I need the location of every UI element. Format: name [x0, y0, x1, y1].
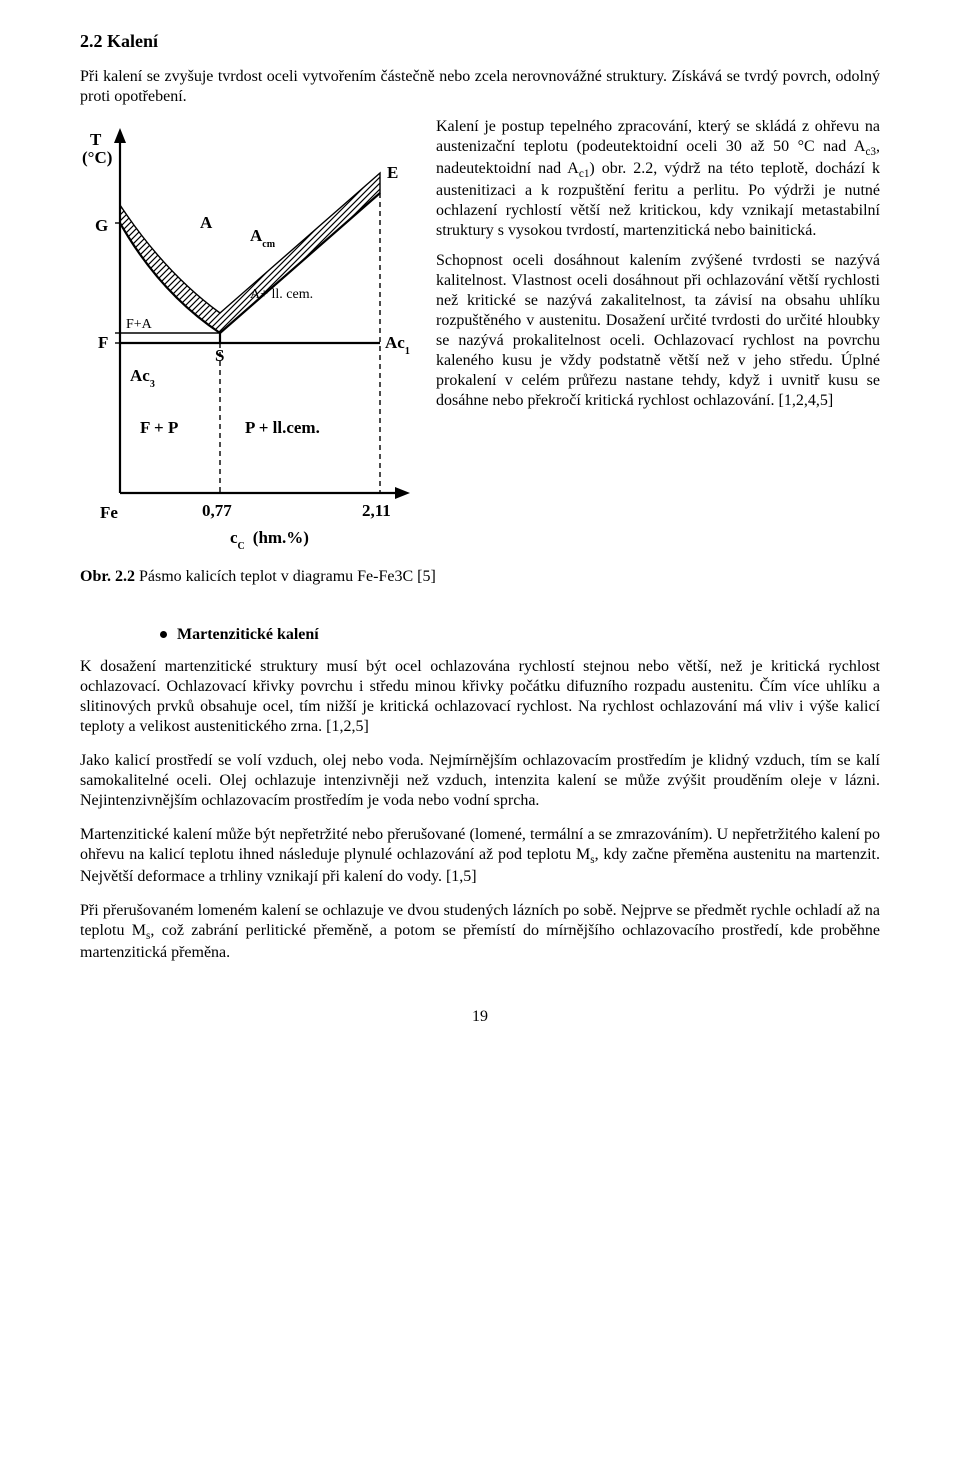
label-P-ll: P + ll.cem. — [245, 418, 320, 437]
body-p1: K dosažení martenzitické struktury musí … — [80, 657, 880, 737]
label-Fe: Fe — [100, 503, 118, 522]
label-077: 0,77 — [202, 501, 232, 520]
intro-paragraph: Při kalení se zvyšuje tvrdost oceli vytv… — [80, 67, 880, 107]
figure-and-text-row: T (°C) G A Acm E A+ ll. cem. F+A F S Ac1… — [80, 117, 880, 553]
figure-caption: Obr. 2.2 Pásmo kalicích teplot v diagram… — [80, 567, 880, 587]
p4-frag-b: , což zabrání perlitické přeměně, a poto… — [80, 922, 880, 961]
fe-fe3c-diagram: T (°C) G A Acm E A+ ll. cem. F+A F S Ac1… — [80, 123, 420, 553]
col-paragraph-2: Schopnost oceli dosáhnout kalením zvýšen… — [436, 251, 880, 411]
body-p2: Jako kalicí prostředí se volí vzduch, ol… — [80, 751, 880, 811]
label-degC: (°C) — [82, 148, 112, 167]
label-211: 2,11 — [362, 501, 391, 520]
bullet-icon — [160, 631, 167, 638]
label-G: G — [95, 216, 108, 235]
p1-sub2: c1 — [579, 168, 590, 180]
label-A: A — [200, 213, 213, 232]
page-number: 19 — [80, 1007, 880, 1027]
heading-title: Kalení — [107, 31, 158, 51]
figcaption-label: Obr. 2.2 — [80, 568, 135, 585]
label-FP: F + P — [140, 418, 178, 437]
label-cc: cC(hm.%) — [230, 528, 309, 552]
body-p3: Martenzitické kalení může být nepřetržit… — [80, 825, 880, 887]
p1-sub1: c3 — [865, 146, 876, 158]
label-FA: F+A — [126, 317, 153, 332]
label-Acm: Acm — [250, 226, 276, 250]
p1-frag-a: Kalení je postup tepelného zpracování, k… — [436, 118, 880, 155]
diagram-column: T (°C) G A Acm E A+ ll. cem. F+A F S Ac1… — [80, 117, 420, 553]
section-heading: 2.2 Kalení — [80, 30, 880, 53]
heading-number: 2.2 — [80, 31, 103, 51]
body-p4: Při přerušovaném lomeném kalení se ochla… — [80, 901, 880, 963]
label-F: F — [98, 333, 108, 352]
subheading-text: Martenzitické kalení — [177, 625, 319, 645]
label-T: T — [90, 130, 102, 149]
col-paragraph-1: Kalení je postup tepelného zpracování, k… — [436, 117, 880, 241]
label-S: S — [215, 346, 224, 365]
figcaption-text: Pásmo kalicích teplot v diagramu Fe-Fe3C… — [135, 568, 436, 585]
label-Ac3: Ac3 — [130, 366, 155, 390]
subheading-martenziticke: Martenzitické kalení — [160, 625, 880, 645]
label-A-ll: A+ ll. cem. — [250, 287, 313, 302]
page: 2.2 Kalení Při kalení se zvyšuje tvrdost… — [0, 0, 960, 1472]
text-column: Kalení je postup tepelného zpracování, k… — [436, 117, 880, 553]
label-Ac1: Ac1 — [385, 333, 410, 357]
label-E: E — [387, 163, 398, 182]
